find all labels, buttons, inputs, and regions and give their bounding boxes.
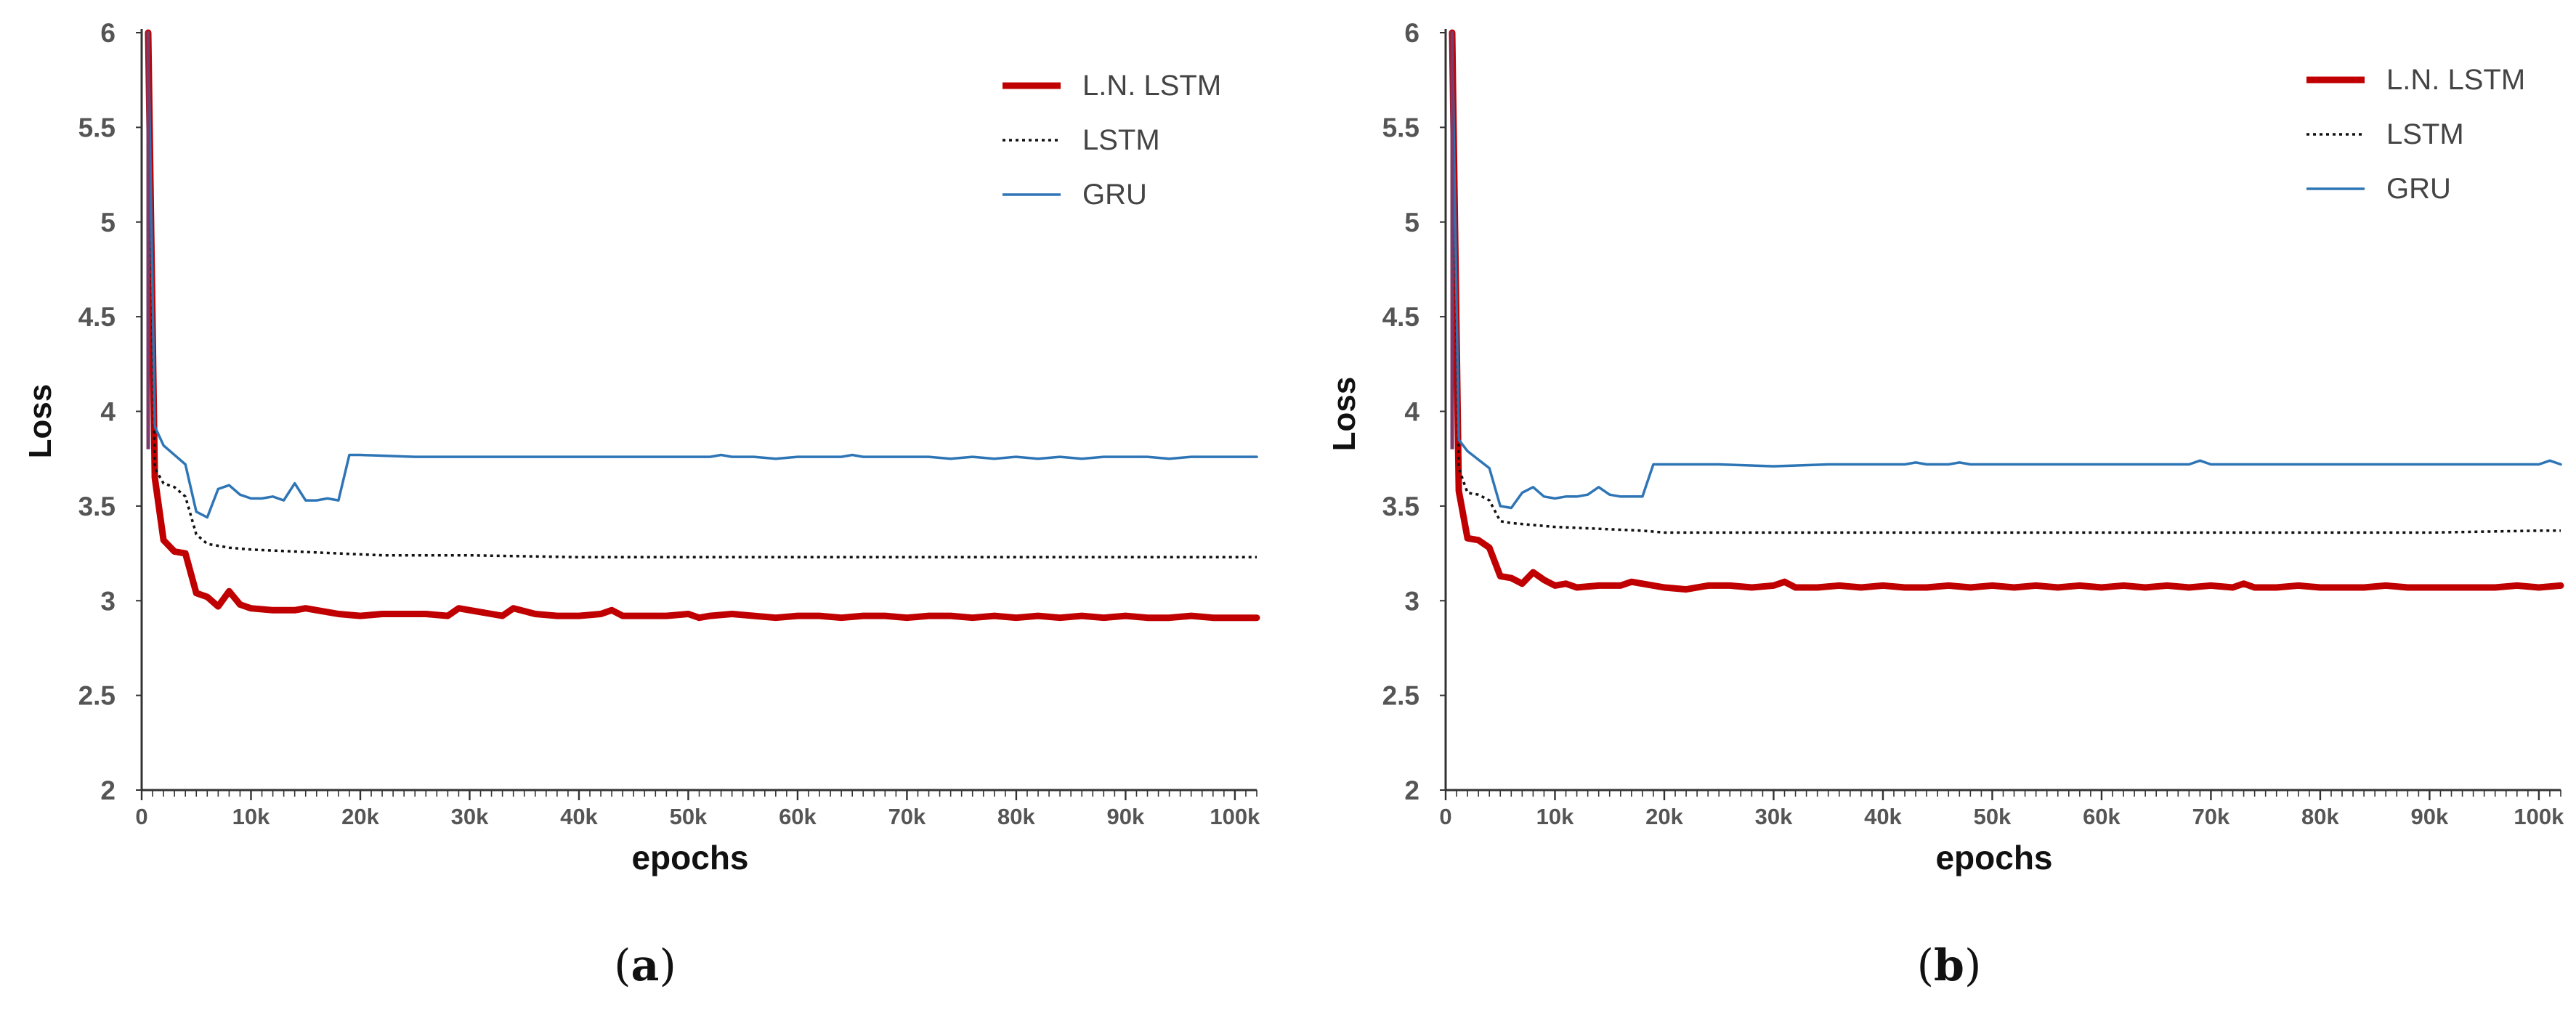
x-tick-label: 60k	[2083, 804, 2121, 829]
panel-caption-b: (b)	[1917, 940, 1982, 991]
panel-caption-a: (a)	[614, 940, 676, 991]
x-tick-label: 90k	[1107, 804, 1145, 829]
x-tick-label: 80k	[2301, 804, 2339, 829]
y-tick-label: 6	[1404, 18, 1419, 48]
plot-area-a: 2 2.5 3 3.5 4 4.5 5 5.5 6 0 10k 20k 30k 40k 50k 60k 70k 8…	[78, 18, 1261, 829]
y-tick-label: 3.5	[1382, 492, 1419, 521]
y-tick-label: 3	[100, 586, 116, 616]
x-tick-label: 20k	[341, 804, 379, 829]
x-tick-label: 30k	[451, 804, 489, 829]
y-tick-label: 5	[100, 208, 116, 237]
y-tick-label: 5	[1404, 208, 1419, 237]
legend-label: LSTM	[2386, 118, 2464, 150]
x-tick-label: 50k	[670, 804, 708, 829]
x-tick-label: 50k	[1974, 804, 2012, 829]
caption-open-a: (	[614, 940, 631, 991]
y-tick-label: 3.5	[78, 492, 116, 521]
x-tick-label: 10k	[232, 804, 270, 829]
series-line-lstm	[1451, 52, 2561, 534]
x-tick-label: 40k	[1864, 804, 1902, 829]
x-tick-label: 30k	[1755, 804, 1793, 829]
chart-panel-b: 2 2.5 3 3.5 4 4.5 5 5.5 6 0 10k 20k 30k 40k 50k 60k 70k 8…	[1327, 18, 2564, 991]
x-tick-label: 10k	[1536, 804, 1574, 829]
x-tick-label: 100k	[2514, 804, 2564, 829]
caption-open-b: (	[1917, 940, 1934, 991]
legend: L.N. LSTM LSTM GRU	[2306, 64, 2525, 205]
y-tick-label: 4.5	[78, 302, 116, 332]
x-axis-title-a: epochs	[631, 839, 748, 876]
y-axis-title-b: Loss	[1327, 377, 1362, 452]
series-group	[145, 29, 1260, 622]
y-tick-label: 4.5	[1382, 302, 1419, 332]
x-tick-label: 40k	[560, 804, 598, 829]
series-line-l-n-lstm	[1449, 29, 2564, 593]
x-tick-label: 70k	[2192, 804, 2230, 829]
chart-panel-a: 2 2.5 3 3.5 4 4.5 5 5.5 6 0 10k 20k 30k 40k 50k 60k 70k 8…	[23, 18, 1260, 991]
caption-close-a: )	[659, 940, 676, 991]
x-tick-label: 70k	[888, 804, 926, 829]
series-group	[1449, 29, 2564, 593]
caption-letter-b: b	[1934, 940, 1964, 991]
y-tick-label: 6	[100, 18, 116, 48]
caption-close-b: )	[1964, 940, 1981, 991]
legend-label: GRU	[1082, 179, 1147, 211]
y-tick-label: 4	[1404, 397, 1419, 427]
series-line-gru	[147, 31, 1258, 519]
y-tick-label: 2	[100, 776, 116, 805]
x-tick-label: 20k	[1645, 804, 1683, 829]
x-tick-label: 80k	[997, 804, 1035, 829]
x-tick-label: 0	[135, 804, 147, 829]
y-tick-label: 4	[100, 397, 116, 427]
x-tick-label: 0	[1439, 804, 1451, 829]
legend-label: GRU	[2386, 173, 2451, 205]
legend-label: L.N. LSTM	[1082, 70, 1221, 102]
series-line-gru	[1451, 31, 2562, 510]
legend-label: L.N. LSTM	[2386, 64, 2525, 96]
series-line-l-n-lstm	[145, 29, 1260, 622]
y-tick-label: 5.5	[78, 113, 116, 142]
y-tick-label: 2.5	[78, 681, 116, 711]
x-axis-title-b: epochs	[1935, 839, 2052, 876]
x-tick-label: 60k	[779, 804, 817, 829]
plot-area-b: 2 2.5 3 3.5 4 4.5 5 5.5 6 0 10k 20k 30k 40k 50k 60k 70k 8…	[1382, 18, 2565, 829]
y-axis-title-a: Loss	[23, 384, 58, 459]
x-tick-label: 100k	[1210, 804, 1260, 829]
caption-letter-a: a	[631, 940, 660, 991]
legend-label: LSTM	[1082, 124, 1160, 156]
legend: L.N. LSTM LSTM GRU	[1003, 70, 1221, 211]
y-tick-label: 3	[1404, 586, 1419, 616]
y-tick-label: 2	[1404, 776, 1419, 805]
x-tick-label: 90k	[2411, 804, 2449, 829]
y-tick-label: 5.5	[1382, 113, 1419, 142]
y-tick-label: 2.5	[1382, 681, 1419, 711]
